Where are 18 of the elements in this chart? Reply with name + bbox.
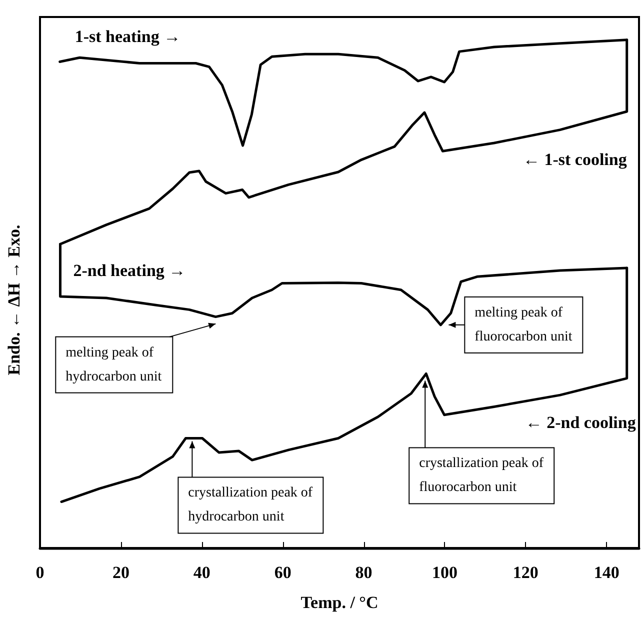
series-label: ← 2-nd cooling [525, 412, 636, 432]
x-tick-label: 60 [274, 563, 292, 582]
annotation: crystallization peak of hydrocarbon unit [188, 486, 316, 525]
x-tick-label: 0 [36, 563, 44, 582]
series-label: 2-nd heating → [73, 260, 186, 280]
annotation: melting peak of hydrocarbon unit [66, 345, 162, 384]
x-tick-label: 140 [594, 563, 620, 582]
y-axis-title: Endo. ← ΔH → Exo. [4, 224, 24, 376]
x-tick-label: 100 [432, 563, 458, 582]
x-tick-label: 80 [355, 563, 372, 582]
annotation: crystallization peak of fluorocarbon unit [419, 456, 548, 496]
annotation: melting peak of fluorocarbon unit [474, 305, 572, 344]
x-tick-label: 40 [193, 563, 210, 582]
x-tick-label: 20 [112, 563, 130, 582]
x-tick-label: 120 [512, 563, 538, 582]
x-axis-title: Temp. / °C [300, 593, 378, 612]
series-label: ← 1-st cooling [522, 150, 628, 170]
series-label: 1-st heating → [74, 27, 181, 46]
